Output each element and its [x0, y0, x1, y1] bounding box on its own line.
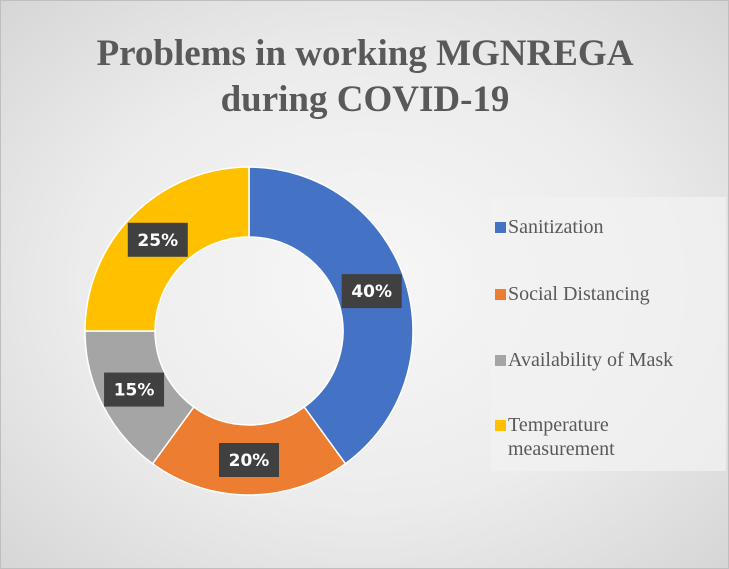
- legend-swatch: [495, 420, 506, 431]
- legend-entry: Temperature measurement: [495, 413, 723, 461]
- legend-swatch: [495, 222, 506, 233]
- data-label: 40%: [341, 274, 402, 309]
- data-label: 15%: [104, 372, 165, 407]
- legend-label: Temperature measurement: [508, 414, 615, 460]
- chart-title: Problems in working MGNREGA during COVID…: [96, 33, 634, 120]
- data-label-box: [104, 372, 165, 407]
- legend-label: Sanitization: [508, 216, 604, 238]
- data-label-text: 40%: [351, 282, 392, 302]
- legend-swatch: [495, 355, 506, 366]
- data-label: 20%: [219, 443, 279, 477]
- legend-entry: Sanitization: [495, 215, 723, 239]
- legend: Sanitization Social Distancing Availabilit…: [491, 197, 726, 471]
- data-label-box: [127, 222, 188, 257]
- data-label-text: 25%: [137, 231, 178, 251]
- legend-entry: Social Distancing: [495, 282, 723, 306]
- legend-swatch: [495, 289, 506, 300]
- data-label-text: 15%: [114, 381, 155, 401]
- data-label-box: [341, 274, 402, 309]
- data-label-text: 20%: [229, 451, 270, 471]
- legend-label: Social Distancing: [508, 283, 650, 305]
- legend-label: Availability of Mask: [508, 349, 674, 371]
- legend-entry: Availability of Mask: [495, 348, 723, 372]
- donut-slice: [248, 166, 414, 465]
- data-label: 25%: [127, 222, 188, 257]
- data-label-box: [219, 443, 279, 477]
